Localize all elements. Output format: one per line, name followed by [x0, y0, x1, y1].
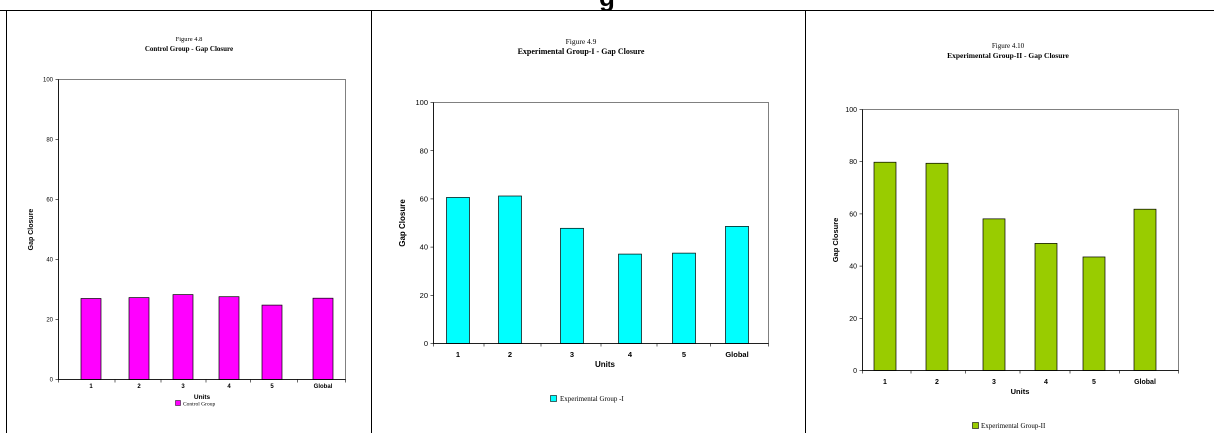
plot-area [58, 79, 346, 380]
bar-chart-experimental-2: Figure 4.10 Experimental Group-II - Gap … [831, 42, 1179, 430]
chart-panel-control: Figure 4.8 Control Group - Gap Closure 0… [7, 11, 371, 433]
x-tick-label: 4 [1044, 379, 1048, 386]
x-tick-label: 1 [456, 350, 460, 359]
x-tick-label: 2 [508, 350, 512, 359]
bar [618, 253, 642, 344]
bar [218, 296, 240, 380]
y-tick-label: 40 [46, 258, 53, 264]
x-tick-label: 2 [137, 384, 141, 390]
frame-divider-1 [371, 10, 372, 433]
chart-title: Experimental Group-I - Gap Closure [518, 47, 645, 56]
y-tick-label: 20 [849, 316, 857, 323]
bar [1082, 256, 1106, 371]
x-tick-label: 3 [570, 350, 574, 359]
y-axis-label: Gap Closure [398, 199, 407, 247]
chart-panel-experimental-2: Figure 4.10 Experimental Group-II - Gap … [806, 11, 1214, 433]
bar [982, 218, 1006, 371]
y-tick-label: 60 [849, 211, 857, 218]
bar-chart-control: Figure 4.8 Control Group - Gap Closure 0… [28, 36, 346, 408]
frame-top-line [0, 10, 1214, 11]
frame-divider-2 [805, 10, 806, 433]
chart-title: Experimental Group-II - Gap Closure [947, 51, 1069, 60]
legend-label: Control Group [183, 402, 215, 408]
bar [312, 297, 334, 380]
figure-caption: Figure 4.8 [176, 36, 203, 43]
bar [1133, 208, 1157, 371]
legend: Control Group [175, 400, 215, 408]
y-tick-label: 0 [424, 339, 428, 348]
y-tick-label: 80 [849, 159, 857, 166]
legend-label: Experimental Group -I [560, 395, 624, 403]
bar-chart-experimental-1: Figure 4.9 Experimental Group-I - Gap Cl… [398, 37, 769, 403]
bar [80, 298, 102, 380]
bar [925, 162, 949, 371]
plot-area [862, 109, 1179, 371]
bar [1034, 243, 1058, 371]
bar [560, 227, 584, 344]
y-tick-label: 80 [46, 138, 53, 144]
legend-label: Experimental Group-II [981, 422, 1046, 430]
bar [672, 252, 696, 344]
y-tick-label: 100 [845, 107, 857, 114]
x-tick-label: Global [725, 350, 748, 359]
bar [725, 226, 749, 344]
x-tick-label: 4 [227, 384, 231, 390]
frame-left-line [6, 10, 7, 433]
x-axis-label: Units [1011, 387, 1030, 396]
x-tick-label: 1 [883, 379, 887, 386]
x-tick-label: 4 [628, 350, 633, 359]
legend-swatch [550, 395, 557, 402]
y-tick-label: 0 [50, 378, 54, 384]
figure-caption: Figure 4.9 [566, 37, 597, 46]
y-axis-label: Gap Closure [28, 209, 35, 251]
x-tick-label: 3 [992, 379, 996, 386]
y-tick-label: 60 [46, 198, 53, 204]
legend-swatch [175, 400, 181, 406]
y-tick-label: 80 [420, 146, 428, 155]
y-tick-label: 100 [415, 98, 428, 107]
bar [172, 294, 194, 380]
x-tick-label: Global [1134, 379, 1156, 386]
x-tick-label: 2 [935, 379, 939, 386]
bar [261, 304, 283, 380]
x-axis-label: Units [194, 394, 211, 401]
y-tick-label: 40 [849, 264, 857, 271]
y-tick-label: 0 [853, 368, 857, 375]
y-tick-label: 40 [420, 243, 428, 252]
y-axis-label: Gap Closure [831, 218, 840, 263]
plot-area [433, 102, 769, 344]
y-tick-label: 100 [43, 78, 54, 84]
x-tick-label: 3 [181, 384, 185, 390]
bar [873, 161, 897, 371]
legend-swatch [972, 422, 979, 429]
y-tick-label: 60 [420, 195, 428, 204]
x-tick-label: 5 [1092, 379, 1096, 386]
legend: Experimental Group-II [972, 422, 1046, 430]
x-tick-label: 5 [270, 384, 274, 390]
x-tick-label: Global [314, 384, 333, 390]
y-tick-label: 20 [420, 291, 428, 300]
bar [446, 197, 470, 344]
x-tick-label: 5 [682, 350, 686, 359]
legend: Experimental Group -I [550, 395, 624, 403]
chart-panel-experimental-1: Figure 4.9 Experimental Group-I - Gap Cl… [372, 11, 805, 433]
bar [498, 195, 522, 344]
page-heading-text: g [599, 0, 615, 10]
x-axis-label: Units [595, 360, 616, 369]
page-heading: g [0, 0, 1214, 10]
figure-caption: Figure 4.10 [992, 42, 1025, 50]
x-tick-label: 1 [89, 384, 93, 390]
chart-title: Control Group - Gap Closure [145, 45, 233, 53]
bar [128, 297, 150, 380]
y-tick-label: 20 [46, 318, 53, 324]
